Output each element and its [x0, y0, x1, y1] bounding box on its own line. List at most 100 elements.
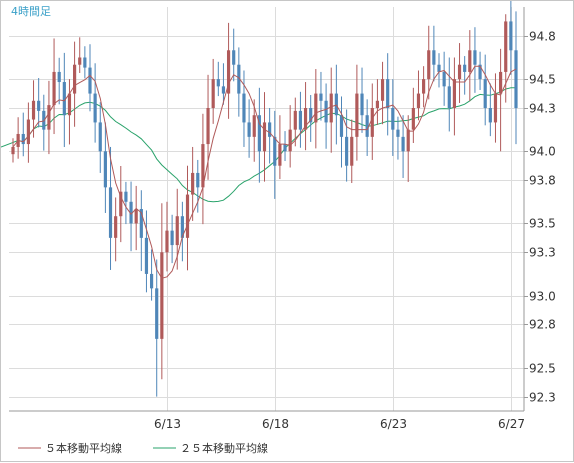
candle-body [268, 122, 272, 137]
candle-body [31, 100, 36, 120]
candle [185, 165, 190, 271]
candle-body [221, 86, 226, 94]
candle-body [324, 100, 328, 123]
candle [124, 181, 128, 225]
candle-body [155, 288, 159, 339]
candle-body [11, 146, 15, 155]
candle-body [139, 209, 143, 238]
candle-body [375, 100, 380, 108]
y-tick-label: 94.3 [529, 102, 556, 116]
candle-body [108, 187, 113, 238]
candle-body [298, 110, 303, 130]
candle-body [504, 21, 508, 72]
x-tick-label: 6/18 [262, 417, 289, 431]
candle-body [98, 122, 102, 152]
candle [155, 259, 159, 397]
candle [375, 79, 380, 125]
x-tick-label: 6/13 [154, 417, 181, 431]
y-tick-label: 94.0 [529, 145, 556, 159]
candle [504, 14, 508, 103]
candle [26, 102, 30, 163]
candle [509, 1, 513, 75]
y-tick-label: 94.8 [529, 30, 556, 44]
candle [21, 112, 25, 157]
y-tick-label: 93.3 [529, 246, 556, 260]
candle-body [78, 57, 82, 65]
candle [411, 87, 415, 143]
candle-body [437, 64, 441, 72]
candle-body [26, 119, 30, 145]
candle-body [442, 71, 446, 87]
candle [93, 63, 97, 143]
candle [119, 166, 123, 243]
candle [452, 57, 456, 136]
candle-body [47, 105, 51, 130]
candle-body [206, 108, 210, 145]
candle [31, 80, 36, 138]
candle-body [329, 93, 333, 123]
candle [165, 201, 169, 272]
candle [473, 27, 477, 93]
candle [242, 70, 246, 147]
candle-body [242, 93, 246, 123]
candle-body [319, 93, 323, 101]
candle-body [483, 79, 487, 108]
candle-body [293, 110, 297, 130]
candle-body [180, 216, 184, 238]
legend-label-ma5: ５本移動平均線 [45, 441, 122, 455]
candle-body [499, 71, 503, 94]
candle [247, 99, 251, 158]
candle [380, 61, 385, 125]
candle [160, 203, 164, 380]
candle [406, 115, 410, 182]
candle [298, 91, 303, 148]
y-tick-label: 93.5 [529, 217, 556, 231]
candle [149, 249, 154, 301]
candle [191, 146, 195, 221]
candle-body [191, 172, 195, 195]
candle [232, 28, 236, 82]
candle [103, 122, 107, 213]
candle-body [314, 93, 318, 123]
candle-body [165, 230, 169, 253]
candle [499, 48, 503, 152]
candle-body [73, 64, 77, 94]
candle [37, 77, 41, 128]
candle [483, 54, 487, 126]
candle-body [252, 115, 256, 137]
x-tick-label: 6/23 [380, 417, 407, 431]
candle [67, 79, 72, 145]
candle-body [232, 50, 236, 65]
candle [493, 73, 498, 143]
candle [47, 80, 51, 155]
candle-body [283, 144, 287, 152]
candle [98, 102, 102, 173]
y-tick-label: 94.5 [529, 73, 556, 87]
chart-title: 4時間足 [11, 5, 51, 18]
candle [180, 201, 184, 262]
candle [11, 138, 15, 163]
candle [252, 99, 256, 162]
candle [437, 53, 441, 88]
candle-body [345, 136, 349, 166]
candle [391, 79, 395, 156]
candle-body [37, 100, 41, 111]
candle [73, 41, 77, 127]
candle [370, 83, 374, 160]
candle-body [406, 129, 410, 152]
candle-body [160, 252, 164, 339]
candle-body [211, 79, 215, 108]
candle-body [288, 129, 292, 152]
candle-body [365, 115, 369, 137]
candle [324, 83, 328, 149]
y-tick-label: 93.8 [529, 174, 556, 188]
candle-body [262, 122, 267, 152]
x-tick-label: 6/27 [498, 417, 525, 431]
candle-body [88, 67, 92, 94]
candle [108, 146, 113, 270]
legend-label-ma25: ２５本移動平均線 [180, 441, 268, 455]
candle [293, 97, 297, 147]
candle-body [83, 57, 87, 68]
candle [319, 71, 323, 121]
candle [447, 57, 451, 132]
